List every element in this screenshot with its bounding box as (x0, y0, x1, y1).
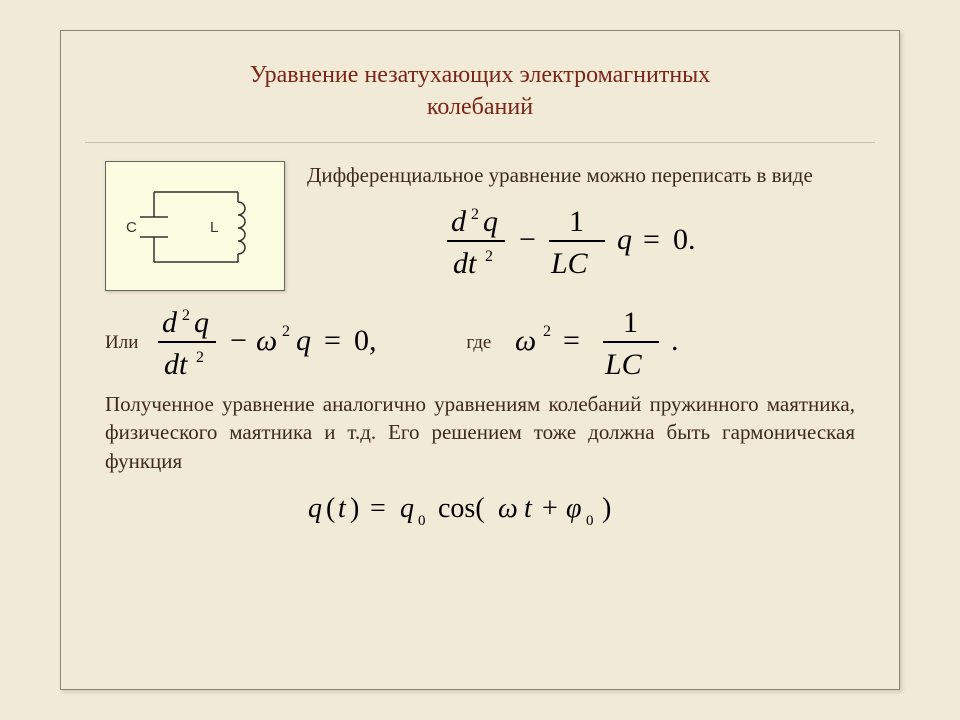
svg-text:+: + (542, 493, 558, 524)
svg-text:2: 2 (282, 323, 290, 340)
svg-text:−: − (230, 324, 247, 357)
svg-text:=: = (563, 324, 580, 357)
equation-2a: d 2 q dt 2 − ω 2 q = 0, (152, 298, 442, 388)
svg-text:q: q (194, 306, 209, 339)
svg-text:2: 2 (196, 349, 204, 366)
label-where: где (466, 332, 491, 354)
svg-text:2: 2 (182, 307, 190, 324)
equation-3: q ( t ) = q 0 cos( ω t + φ 0 ) (105, 483, 855, 538)
svg-text:0,: 0, (354, 324, 377, 357)
row-eq2: Или d 2 q dt 2 − ω 2 q = 0, где ω 2 = (105, 298, 855, 388)
inductor-label: L (210, 219, 218, 236)
slide-frame: Уравнение незатухающих электромагнитных … (60, 30, 900, 690)
svg-text:2: 2 (485, 248, 493, 265)
svg-text:q: q (617, 223, 632, 256)
intro-text: Дифференциальное уравнение можно перепис… (307, 161, 855, 189)
intro-column: Дифференциальное уравнение можно перепис… (307, 161, 855, 298)
capacitor-label: C (126, 219, 137, 236)
row-intro: C L Дифференциальное уравнение можно пер… (105, 161, 855, 298)
svg-text:cos(: cos( (438, 493, 485, 524)
svg-text:dt: dt (164, 348, 188, 381)
svg-text:ω: ω (256, 324, 277, 357)
conclusion-text: Полученное уравнение аналогично уравнени… (105, 390, 855, 475)
svg-text:LC: LC (604, 348, 643, 381)
equation-2b: ω 2 = 1 LC . (505, 298, 725, 388)
svg-text:φ: φ (566, 493, 582, 524)
svg-text:2: 2 (543, 323, 551, 340)
svg-text:0: 0 (418, 513, 426, 529)
title-line-2: колебаний (427, 94, 533, 120)
svg-text:): ) (350, 493, 359, 524)
label-or: Или (105, 332, 138, 354)
svg-text:q: q (296, 324, 311, 357)
svg-text:=: = (643, 223, 660, 256)
svg-text:ω: ω (498, 493, 518, 524)
svg-text:d: d (451, 205, 467, 238)
svg-text:2: 2 (471, 206, 479, 223)
svg-text:−: − (519, 223, 536, 256)
svg-text:.: . (671, 324, 679, 357)
svg-text:q: q (308, 493, 322, 524)
equation-1: d 2 q dt 2 − 1 LC q (307, 197, 855, 292)
svg-text:t: t (338, 493, 347, 524)
svg-text:q: q (400, 493, 414, 524)
svg-text:0: 0 (586, 513, 594, 529)
svg-text:d: d (162, 306, 178, 339)
svg-text:1: 1 (623, 306, 638, 339)
svg-text:ω: ω (515, 324, 536, 357)
svg-text:1: 1 (569, 205, 584, 238)
lc-circuit-diagram: C L (105, 161, 285, 291)
svg-text:=: = (324, 324, 341, 357)
divider (85, 142, 875, 143)
svg-text:0.: 0. (673, 223, 696, 256)
svg-text:dt: dt (453, 247, 477, 280)
svg-text:(: ( (326, 493, 335, 524)
svg-text:=: = (370, 493, 386, 524)
svg-text:): ) (602, 493, 611, 524)
slide-title: Уравнение незатухающих электромагнитных … (105, 59, 855, 124)
svg-text:LC: LC (550, 247, 589, 280)
svg-text:t: t (524, 493, 533, 524)
title-line-1: Уравнение незатухающих электромагнитных (250, 62, 711, 88)
svg-text:q: q (483, 205, 498, 238)
